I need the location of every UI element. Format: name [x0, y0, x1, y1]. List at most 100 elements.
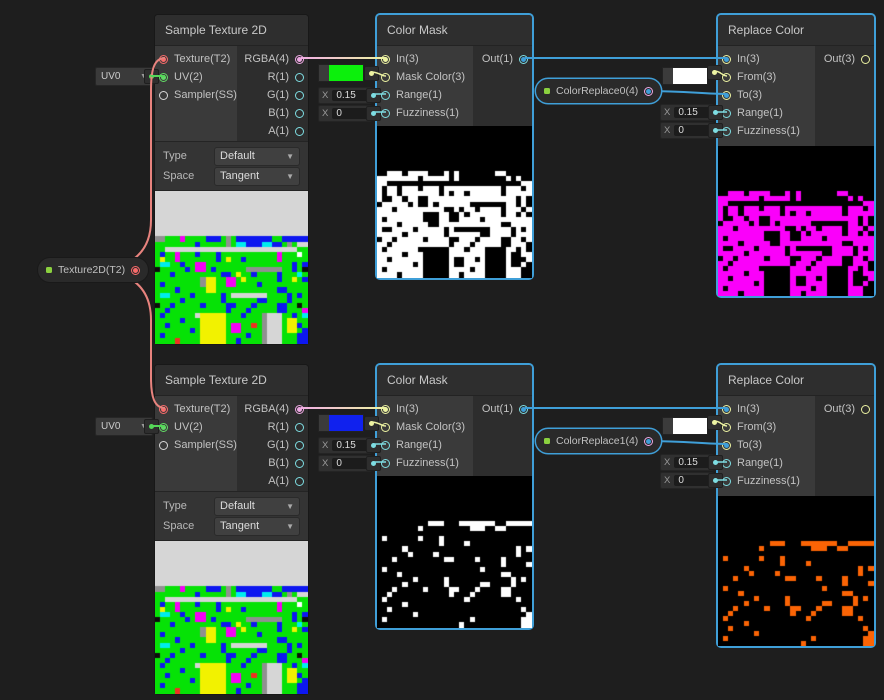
port-out-icon[interactable]	[861, 404, 870, 414]
range-field-colormask-top[interactable]: X 0.15	[318, 87, 372, 104]
port-range-icon[interactable]	[722, 458, 731, 468]
output-ports: Out(3)	[815, 46, 874, 146]
port-sampler-icon[interactable]	[159, 440, 168, 450]
port-mask-color-icon[interactable]	[381, 422, 390, 432]
output-ports: Out(3)	[815, 396, 874, 496]
property-node-colorreplace1[interactable]: ColorReplace1(4)	[536, 429, 662, 453]
port-range-icon[interactable]	[381, 90, 390, 100]
node-color-mask-bottom[interactable]: Color Mask In(3) Mask Color(3) Range(1) …	[377, 365, 532, 628]
output-ports: Out(1)	[473, 396, 532, 476]
space-dropdown[interactable]: Tangent ▼	[214, 166, 300, 186]
port-to-icon[interactable]	[722, 90, 731, 100]
range-connector[interactable]	[366, 438, 381, 453]
input-ports: Texture(T2) UV(2) Sampler(SS)	[155, 46, 237, 141]
fuzziness-field-replace-top[interactable]: X 0	[660, 122, 714, 139]
type-dropdown[interactable]: Default ▼	[214, 496, 300, 516]
input-ports: In(3) From(3) To(3) Range(1) Fuzziness(1…	[718, 46, 815, 146]
node-sample-texture-2d-top[interactable]: Sample Texture 2D Texture(T2) UV(2) Samp…	[155, 15, 308, 344]
output-ports: Out(1)	[473, 46, 532, 126]
port-mask-color-icon[interactable]	[381, 72, 390, 82]
color-chip	[329, 415, 363, 431]
port-fuzziness-icon[interactable]	[722, 126, 731, 136]
color-chip	[673, 68, 707, 84]
port-fuzziness-icon[interactable]	[722, 476, 731, 486]
node-replace-color-top[interactable]: Replace Color In(3) From(3) To(3) Range(…	[718, 15, 874, 296]
from-color-swatch-bottom[interactable]	[662, 417, 708, 435]
node-title[interactable]: Color Mask	[377, 365, 532, 396]
mask-color-swatch-bottom[interactable]	[318, 414, 364, 432]
type-dropdown[interactable]: Default ▼	[214, 146, 300, 166]
node-title[interactable]: Color Mask	[377, 15, 532, 46]
port-b-icon[interactable]	[295, 458, 304, 468]
node-controls: Type Default ▼ Space Tangent ▼	[155, 491, 308, 541]
port-to-icon[interactable]	[722, 440, 731, 450]
output-ports: RGBA(4) R(1) G(1) B(1) A(1)	[237, 46, 308, 141]
output-ports: RGBA(4) R(1) G(1) B(1) A(1)	[237, 396, 308, 491]
port-color-out-icon[interactable]	[644, 86, 654, 96]
chevron-down-icon: ▼	[286, 151, 294, 161]
property-label: Texture2D(T2)	[58, 264, 126, 276]
port-sampler-icon[interactable]	[159, 90, 168, 100]
property-node-colorreplace0[interactable]: ColorReplace0(4)	[536, 79, 662, 103]
node-title[interactable]: Sample Texture 2D	[155, 15, 308, 46]
port-r-icon[interactable]	[295, 72, 304, 82]
fuzziness-connector[interactable]	[366, 106, 381, 121]
port-a-icon[interactable]	[295, 126, 304, 136]
port-range-icon[interactable]	[381, 440, 390, 450]
node-title[interactable]: Sample Texture 2D	[155, 365, 308, 396]
property-label: ColorReplace0(4)	[556, 85, 639, 97]
texture-preview	[155, 541, 308, 694]
mask-preview	[377, 126, 532, 278]
port-color-out-icon[interactable]	[644, 436, 654, 446]
chevron-down-icon: ▼	[140, 73, 147, 80]
port-from-icon[interactable]	[722, 422, 731, 432]
fuzziness-field-colormask-top[interactable]: X 0	[318, 105, 372, 122]
input-ports: In(3) Mask Color(3) Range(1) Fuzziness(1…	[377, 396, 473, 476]
port-texture-out-icon[interactable]	[131, 265, 141, 275]
range-field-colormask-bottom[interactable]: X 0.15	[318, 437, 372, 454]
from-color-connector[interactable]	[707, 415, 722, 430]
port-b-icon[interactable]	[295, 108, 304, 118]
port-fuzziness-icon[interactable]	[381, 458, 390, 468]
range-field-replace-bottom[interactable]: X 0.15	[660, 454, 714, 471]
from-color-connector[interactable]	[707, 65, 722, 80]
replace-preview	[718, 496, 874, 646]
port-range-icon[interactable]	[722, 108, 731, 118]
wire-from-replace-bottom[interactable]	[713, 420, 728, 427]
port-r-icon[interactable]	[295, 422, 304, 432]
mask-color-swatch-top[interactable]	[318, 64, 364, 82]
exposed-property-icon	[544, 88, 550, 94]
input-ports: In(3) Mask Color(3) Range(1) Fuzziness(1…	[377, 46, 473, 126]
port-from-icon[interactable]	[722, 72, 731, 82]
wire-maskcolor-top[interactable]	[370, 71, 387, 77]
chevron-down-icon: ▼	[140, 423, 147, 430]
space-dropdown[interactable]: Tangent ▼	[214, 516, 300, 536]
range-field-replace-top[interactable]: X 0.15	[660, 104, 714, 121]
fuzziness-connector[interactable]	[366, 456, 381, 471]
chevron-down-icon: ▼	[286, 171, 294, 181]
fuzziness-field-colormask-bottom[interactable]: X 0	[318, 455, 372, 472]
port-g-icon[interactable]	[295, 440, 304, 450]
node-title[interactable]: Replace Color	[718, 365, 874, 396]
exposed-property-icon	[46, 267, 52, 273]
node-replace-color-bottom[interactable]: Replace Color In(3) From(3) To(3) Range(…	[718, 365, 874, 646]
uv-channel-dropdown-top[interactable]: UV0▼	[95, 67, 153, 86]
wire-maskcolor-bottom[interactable]	[370, 421, 387, 427]
property-node-texture2d[interactable]: Texture2D(T2)	[38, 258, 149, 282]
node-sample-texture-2d-bottom[interactable]: Sample Texture 2D Texture(T2) UV(2) Samp…	[155, 365, 308, 694]
from-color-swatch-top[interactable]	[662, 67, 708, 85]
port-out-icon[interactable]	[861, 54, 870, 64]
port-fuzziness-icon[interactable]	[381, 108, 390, 118]
port-g-icon[interactable]	[295, 90, 304, 100]
port-texture-icon[interactable]	[159, 404, 168, 414]
input-ports: Texture(T2) UV(2) Sampler(SS)	[155, 396, 237, 491]
range-connector[interactable]	[366, 88, 381, 103]
fuzziness-field-replace-bottom[interactable]: X 0	[660, 472, 714, 489]
wire-from-replace-top[interactable]	[713, 70, 728, 77]
texture-preview	[155, 191, 308, 344]
node-color-mask-top[interactable]: Color Mask In(3) Mask Color(3) Range(1) …	[377, 15, 532, 278]
port-a-icon[interactable]	[295, 476, 304, 486]
node-title[interactable]: Replace Color	[718, 15, 874, 46]
node-controls: Type Default ▼ Space Tangent ▼	[155, 141, 308, 191]
